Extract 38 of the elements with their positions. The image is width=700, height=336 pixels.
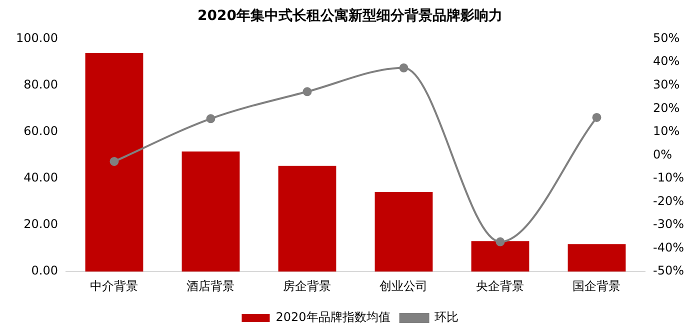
y2-tick-label: 0% bbox=[653, 147, 672, 162]
chart-title: 2020年集中式长租公寓新型细分背景品牌影响力 bbox=[198, 7, 502, 24]
y-tick-label: 60.00 bbox=[24, 124, 58, 138]
bar bbox=[471, 241, 530, 272]
bar bbox=[85, 53, 144, 272]
y2-tick-label: -30% bbox=[653, 217, 684, 232]
y2-tick-label: -10% bbox=[653, 170, 684, 185]
y-tick-label: 0.00 bbox=[31, 264, 58, 278]
y-tick-label: 40.00 bbox=[24, 170, 58, 185]
x-tick-label: 酒店背景 bbox=[186, 278, 235, 293]
y-tick-label: 20.00 bbox=[24, 217, 58, 232]
legend-label: 环比 bbox=[434, 310, 458, 324]
y2-tick-label: -40% bbox=[653, 240, 684, 254]
point bbox=[399, 63, 408, 72]
x-tick-label: 房企背景 bbox=[283, 278, 332, 293]
y2-tick-label: 40% bbox=[653, 54, 680, 68]
y2-tick-label: 30% bbox=[653, 77, 680, 92]
point bbox=[592, 112, 602, 122]
y2-tick-label: -50% bbox=[653, 264, 684, 278]
y2-tick-label: 50% bbox=[653, 30, 680, 45]
point bbox=[206, 114, 216, 124]
legend-label: 2020年品牌指数均值 bbox=[276, 310, 390, 324]
x-tick-label: 中介背景 bbox=[90, 278, 138, 293]
x-tick-label: 国企背景 bbox=[572, 278, 621, 293]
bar bbox=[374, 192, 433, 272]
y2-tick-label: -20% bbox=[653, 194, 684, 208]
point bbox=[302, 87, 312, 96]
x-tick-label: 创业公司 bbox=[380, 278, 428, 293]
bar bbox=[568, 244, 626, 272]
bar bbox=[182, 151, 240, 272]
y2-tick-label: 10% bbox=[653, 124, 680, 138]
y-tick-label: 100.00 bbox=[16, 30, 58, 45]
point bbox=[110, 156, 119, 166]
point bbox=[496, 237, 505, 246]
y2-tick-label: 20% bbox=[653, 100, 680, 115]
bar bbox=[278, 166, 336, 272]
y-tick-label: 80.00 bbox=[24, 77, 58, 92]
x-tick-label: 央企背景 bbox=[476, 278, 524, 293]
